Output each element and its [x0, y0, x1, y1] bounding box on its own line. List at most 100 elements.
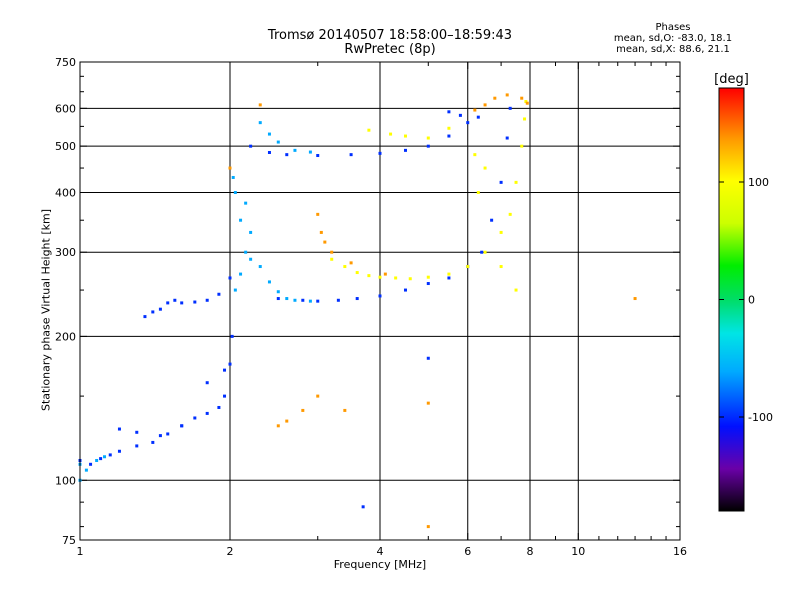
data-point [367, 274, 371, 278]
data-point [476, 115, 480, 119]
data-point [458, 113, 462, 117]
data-point [258, 265, 262, 269]
data-point [426, 401, 430, 405]
data-point [233, 190, 237, 194]
data-point [316, 212, 320, 216]
x-tick-label: 8 [527, 545, 534, 558]
data-point [267, 150, 271, 154]
data-point [135, 430, 139, 434]
data-point [276, 424, 280, 428]
phase-stats: Phases mean, sd,O: -83.0, 18.1 mean, sd,… [598, 22, 748, 55]
data-point [378, 275, 382, 279]
data-point [217, 405, 221, 409]
plot-frame [79, 61, 681, 541]
data-point [514, 180, 518, 184]
data-point [316, 394, 320, 398]
data-point [276, 140, 280, 144]
data-point [480, 250, 484, 254]
chart-subtitle: RwPretec (8p) [344, 42, 436, 57]
data-point [349, 153, 353, 157]
data-point [447, 110, 451, 114]
data-point [426, 144, 430, 148]
data-point [447, 272, 451, 276]
data-point [426, 282, 430, 286]
data-point [230, 334, 234, 338]
data-point [473, 108, 477, 112]
data-point [205, 298, 209, 302]
x-tick-label: 16 [673, 545, 687, 558]
phase-stats-o: mean, sd,O: -83.0, 18.1 [613, 33, 733, 44]
data-point [217, 292, 221, 296]
y-tick-label: 600 [55, 102, 76, 115]
data-point [505, 93, 509, 97]
data-point [349, 261, 353, 265]
data-point [483, 166, 487, 170]
data-point [151, 440, 155, 444]
data-point [336, 298, 340, 302]
data-point [426, 356, 430, 360]
grid-lines [80, 62, 680, 540]
colorbar-tick-label: 0 [748, 294, 755, 307]
x-tick-label: 6 [464, 545, 471, 558]
data-point [117, 427, 121, 431]
data-point [330, 257, 334, 261]
data-point [524, 100, 528, 104]
data-point [343, 408, 347, 412]
y-tick-label: 300 [55, 246, 76, 259]
data-point [117, 449, 121, 453]
data-point [490, 218, 494, 222]
data-point [499, 265, 503, 269]
colorbar-tick-label: 100 [748, 176, 769, 189]
data-point [361, 505, 365, 509]
data-point [95, 458, 99, 462]
data-point [394, 276, 398, 280]
data-point [403, 148, 407, 152]
colorbar: 100 0 -100 [deg] [714, 72, 773, 512]
data-point [301, 408, 305, 412]
data-point [239, 218, 243, 222]
data-point [285, 153, 289, 157]
data-point [233, 288, 237, 292]
data-point [285, 419, 289, 423]
data-point [476, 190, 480, 194]
x-tick-label: 2 [227, 545, 234, 558]
data-point [244, 201, 248, 205]
data-point [378, 151, 382, 155]
y-tick-label: 750 [55, 56, 76, 69]
data-point [276, 290, 280, 294]
data-point [447, 134, 451, 138]
data-point [499, 230, 503, 234]
data-point [293, 298, 297, 302]
data-point [355, 271, 359, 275]
data-point [193, 416, 197, 420]
data-point [426, 525, 430, 529]
data-point [355, 297, 359, 301]
data-point [193, 300, 197, 304]
data-point [483, 250, 487, 254]
data-point [249, 144, 253, 148]
y-tick-label: 400 [55, 186, 76, 199]
data-point [158, 434, 162, 438]
data-point [523, 117, 527, 121]
data-point [520, 144, 524, 148]
data-point [483, 103, 487, 107]
data-point [447, 126, 451, 130]
data-point [84, 468, 88, 472]
phase-stats-title: Phases [655, 22, 691, 33]
data-point [180, 301, 184, 305]
y-tick-label: 75 [62, 534, 76, 547]
data-point [316, 154, 320, 158]
data-point [343, 265, 347, 269]
data-point [267, 132, 271, 136]
data-point [228, 166, 232, 170]
data-point [173, 298, 177, 302]
data-point [426, 136, 430, 140]
data-point [108, 453, 112, 457]
data-point [378, 294, 382, 298]
data-point [276, 297, 280, 301]
data-point [508, 106, 512, 110]
data-point [505, 136, 509, 140]
x-tick-label: 4 [377, 545, 384, 558]
data-point [293, 148, 297, 152]
